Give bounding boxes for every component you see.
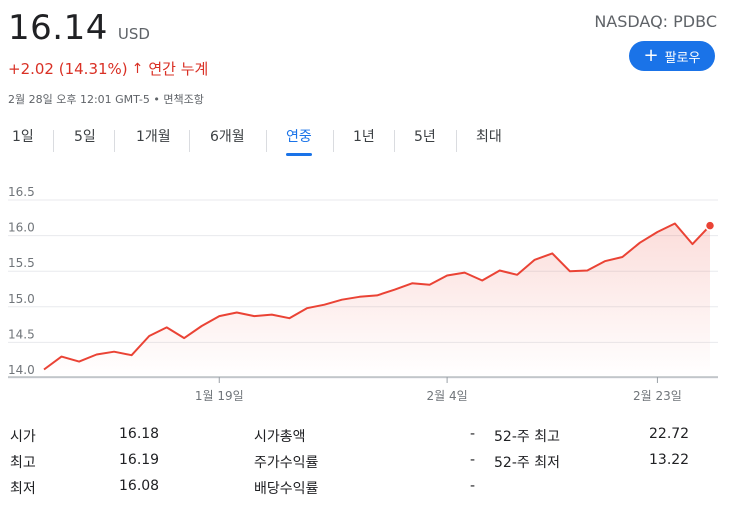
stat-value-52w-low: 13.22 [649,452,690,468]
tab-1y[interactable]: 1년 [353,129,375,145]
stats-row: 최고 16.19 주가수익률 - 52-주 최저 13.22 [0,452,743,476]
y-tick-label: 14.5 [8,327,35,341]
chart-line [43,220,716,371]
timestamp-disclaimer: 2월 28일 오후 12:01 GMT-5 • 면책조항 [8,93,204,106]
currency-label: USD [117,25,150,43]
tab-6m[interactable]: 6개월 [210,129,245,145]
chart-labels: 16.5 16.0 15.5 15.0 14.5 14.0 1월 19일 2월 4일 2월 23… [8,185,682,403]
stat-value-dividend-yield: - [470,478,476,494]
stat-label-52w-high: 52-주 최고 [494,429,560,445]
y-tick-label: 15.5 [8,256,35,270]
tab-1m[interactable]: 1개월 [136,129,171,145]
tab-ytd[interactable]: 연중 [286,126,312,156]
tab-5y[interactable]: 5년 [414,129,436,145]
ticker-symbol: NASDAQ: PDBC [594,12,717,31]
stat-label-52w-low: 52-주 최저 [494,455,560,471]
tab-5d[interactable]: 5일 [74,129,96,145]
tab-divider [394,130,395,152]
tab-divider [189,130,190,152]
tab-divider [266,130,267,152]
price-header: 16.14 USD [8,8,150,48]
y-tick-label: 15.0 [8,292,35,306]
chart-area [44,223,710,377]
y-tick-label: 16.0 [8,221,35,235]
y-tick-label: 16.5 [8,185,35,199]
active-tab-indicator [286,153,312,156]
y-tick-label: 14.0 [8,363,35,377]
change-period: 연간 누계 [148,60,209,78]
stats-row: 시가 16.18 시가총액 - 52-주 최고 22.72 [0,426,743,450]
price-chart[interactable]: 16.5 16.0 15.5 15.0 14.5 14.0 1월 19일 2월 4일 2월 23… [0,185,743,410]
x-tick-label: 2월 4일 [427,389,468,403]
last-price-point [704,220,716,231]
arrow-up-icon: ↑ [131,60,144,77]
stats-row: 최저 16.08 배당수익률 - [0,478,743,502]
x-tick-label: 2월 23일 [633,389,682,403]
tab-divider [53,130,54,152]
price-change: +2.02 (14.31%) ↑ 연간 누계 [8,58,208,79]
stat-value-low: 16.08 [119,478,160,494]
stat-value-52w-high: 22.72 [649,426,690,442]
plus-icon: + [643,45,659,66]
tab-divider [333,130,334,152]
stat-label-dividend-yield: 배당수익률 [254,481,319,497]
stat-value-open: 16.18 [119,426,160,442]
tab-divider [456,130,457,152]
stat-label-market-cap: 시가총액 [254,429,306,445]
stat-value-pe-ratio: - [470,452,476,468]
stat-label-high: 최고 [10,455,36,471]
current-price: 16.14 [8,8,108,48]
follow-button-label: 팔로우 [664,50,701,66]
series-line [43,222,711,371]
follow-button[interactable]: + 팔로우 [629,41,715,71]
tab-divider [114,130,115,152]
stat-value-market-cap: - [470,426,476,442]
stat-label-open: 시가 [10,429,36,445]
change-value: +2.02 (14.31%) [8,59,128,78]
series-area-fill [44,223,710,377]
tab-1d[interactable]: 1일 [12,129,34,145]
x-tick-label: 1월 19일 [195,389,244,403]
tab-max[interactable]: 최대 [476,129,502,145]
stat-label-low: 최저 [10,481,36,497]
stat-value-high: 16.19 [119,452,160,468]
stat-label-pe-ratio: 주가수익률 [254,455,319,471]
